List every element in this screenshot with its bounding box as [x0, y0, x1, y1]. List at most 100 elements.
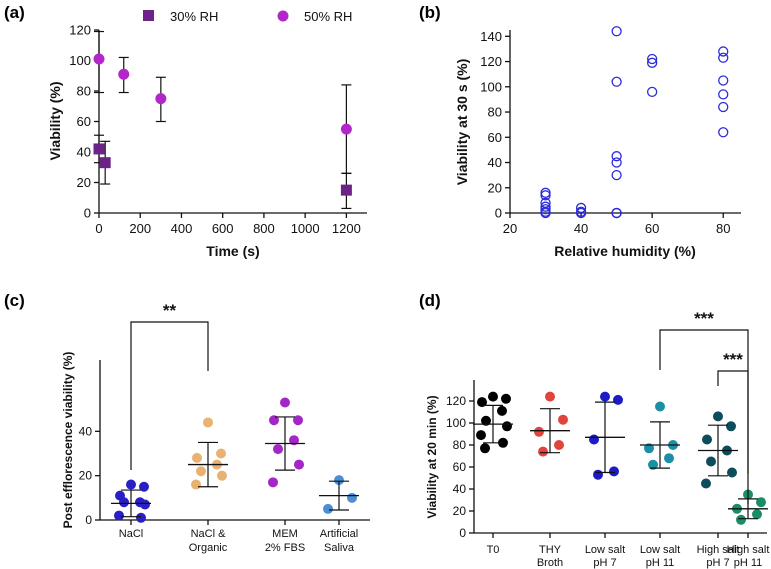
data-point — [611, 76, 622, 87]
y-tick-label: 60 — [77, 114, 91, 129]
data-point — [718, 75, 729, 86]
category-label-line: MEM — [272, 528, 298, 540]
y-tick-label: 20 — [488, 180, 502, 195]
y-tick-label: 0 — [85, 513, 92, 527]
x-tick-label: 1200 — [332, 221, 361, 236]
data-point — [540, 207, 551, 219]
data-point — [196, 466, 206, 477]
data-point — [538, 446, 548, 457]
data-point — [593, 469, 603, 480]
x-tick-label: 80 — [716, 221, 730, 236]
category-label: THY Broth — [537, 544, 563, 569]
data-point-50rh — [93, 53, 105, 65]
panel-b-y-label: Viability at 30 s (%) — [454, 59, 470, 186]
y-tick-label: 80 — [488, 105, 502, 120]
legend-label-50rh: 50% RH — [304, 9, 352, 24]
data-point — [268, 477, 278, 488]
data-point — [480, 443, 490, 454]
data-point — [736, 514, 746, 525]
data-point — [648, 459, 658, 470]
y-tick-label: 140 — [480, 29, 502, 44]
y-tick-label: 80 — [453, 438, 467, 452]
data-point — [554, 440, 564, 450]
x-tick-label: 200 — [129, 221, 151, 236]
category-label-line: pH 11 — [734, 557, 763, 569]
panel-c: (c) 0 20 40 NaCl NaCl & Organic MEM 2% FBS Artif… — [4, 291, 370, 554]
legend-marker-50rh — [277, 10, 289, 22]
data-point — [702, 434, 712, 445]
panel-b-data — [540, 26, 729, 219]
data-point — [752, 509, 762, 520]
data-point — [718, 127, 729, 138]
panel-a-data — [93, 30, 352, 210]
category-label-line: High salt — [727, 544, 770, 556]
data-point — [502, 421, 512, 432]
data-point — [191, 479, 201, 490]
y-tick-label: 100 — [446, 416, 466, 430]
data-point — [476, 430, 486, 441]
data-point — [575, 202, 587, 214]
x-tick-label: 40 — [574, 221, 588, 236]
data-point — [718, 46, 729, 57]
category-label-line: Broth — [537, 557, 563, 569]
x-tick-label: 60 — [645, 221, 659, 236]
data-point-30rh — [99, 157, 111, 169]
data-point — [575, 207, 587, 219]
data-point — [611, 207, 622, 219]
data-point — [589, 434, 599, 445]
y-tick-label: 40 — [77, 145, 91, 160]
data-point-30rh — [93, 143, 105, 155]
data-point — [655, 401, 665, 412]
data-point — [647, 53, 658, 65]
data-point-50rh — [340, 123, 352, 135]
data-point — [139, 481, 149, 492]
category-label-line: NaCl & — [191, 528, 227, 540]
significance-bracket — [130, 321, 209, 470]
panel-c-y-label: Post efflorescence viability (%) — [61, 352, 75, 529]
category-label: Low salt pH 11 — [640, 544, 680, 569]
category-label: T0 — [487, 544, 500, 556]
y-tick-label: 0 — [84, 206, 91, 221]
category-label: NaCl & Organic — [189, 528, 228, 554]
panel-d-data: *** *** — [473, 309, 768, 525]
x-tick-label: 400 — [171, 221, 193, 236]
data-point — [501, 393, 511, 404]
category-label: NaCl — [119, 528, 143, 540]
data-point — [726, 421, 736, 432]
y-tick-label: 20 — [453, 504, 467, 518]
y-tick-label: 0 — [459, 526, 466, 540]
y-tick-label: 60 — [453, 460, 467, 474]
data-point — [664, 453, 674, 464]
y-tick-label: 40 — [488, 155, 502, 170]
data-point — [140, 499, 150, 510]
category-label-line: NaCl — [119, 528, 143, 540]
data-point — [611, 157, 622, 168]
category-label-line: 2% FBS — [265, 542, 305, 554]
legend-marker-30rh — [143, 10, 154, 21]
data-point — [701, 478, 711, 489]
data-point — [718, 52, 729, 63]
data-point — [334, 475, 344, 486]
panel-c-label: (c) — [4, 291, 25, 310]
y-tick-label: 120 — [69, 23, 91, 38]
data-point — [540, 187, 551, 198]
panel-d-y-label: Viability at 20 min (%) — [425, 395, 439, 518]
panel-a-y-label: Viability (%) — [47, 81, 63, 160]
data-point — [611, 169, 622, 181]
data-point — [647, 86, 658, 97]
panel-c-data: ** — [111, 301, 359, 523]
significance-label: *** — [694, 309, 714, 328]
data-point — [497, 405, 507, 416]
y-tick-label: 100 — [480, 79, 502, 94]
data-point — [611, 151, 622, 162]
data-point — [289, 435, 299, 446]
data-point — [114, 510, 124, 521]
data-point — [217, 470, 227, 481]
data-point — [294, 459, 304, 470]
y-tick-label: 20 — [77, 175, 91, 190]
data-point — [119, 497, 129, 508]
data-point — [558, 414, 568, 425]
